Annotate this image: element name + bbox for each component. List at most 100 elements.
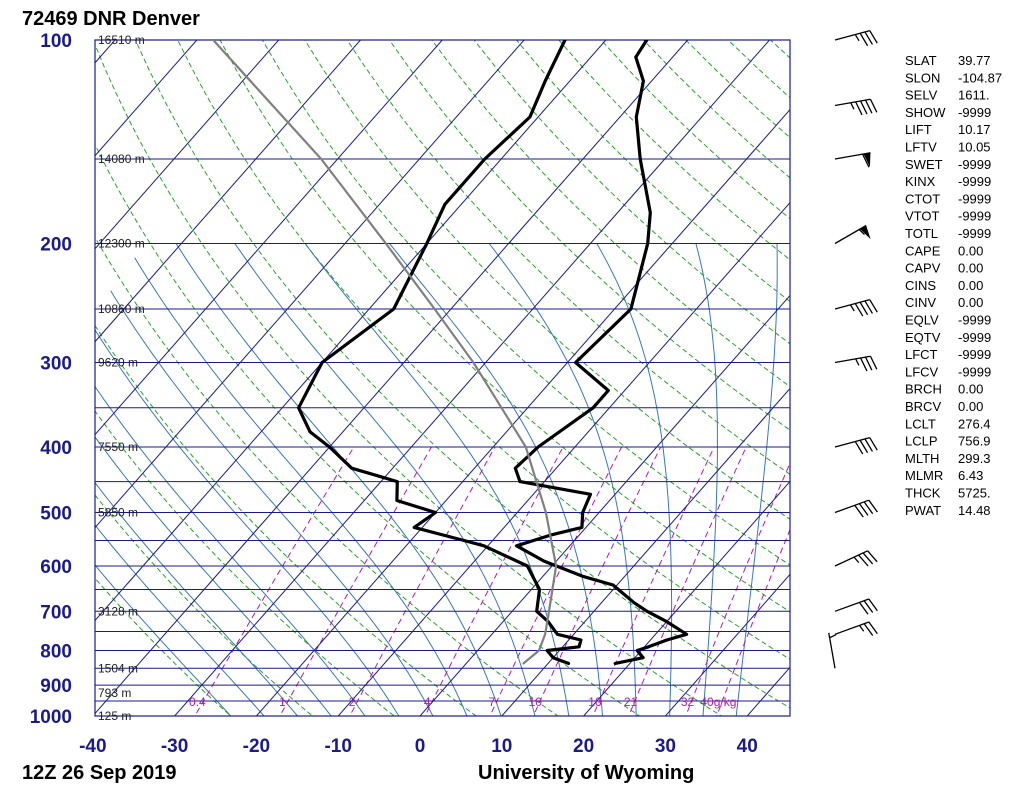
barb-full (863, 623, 874, 636)
pressure-tick-label: 700 (40, 602, 72, 623)
wind-barb (834, 598, 878, 615)
barb-full (869, 98, 878, 113)
barb-half (858, 625, 865, 632)
index-key: EQLV (905, 313, 939, 328)
pressure-axis: 100 200 300 400 500 600 700 800 900 1000 (30, 31, 72, 728)
mixing-ratio-line (349, 446, 496, 716)
plot-frame (94, 39, 791, 717)
index-key: TOTL (905, 226, 938, 241)
isotherm (95, 40, 525, 529)
height-label: 3128 m (98, 604, 138, 618)
temperature-tick-label: 40 (737, 736, 758, 757)
barb-full (854, 504, 864, 518)
pressure-tick-label: 1000 (30, 707, 72, 728)
barb-flag (863, 152, 871, 168)
barb-full (869, 355, 878, 370)
barb-half (829, 634, 837, 639)
mixing-ratio-labels: 0.4 1 2 4 7 10 16 21 32 40g/kg (189, 695, 736, 709)
barb-full (864, 99, 873, 114)
moist-adiabat (95, 436, 332, 716)
barb-full (859, 439, 869, 454)
index-value: -9999 (958, 191, 991, 206)
barb-full (858, 602, 869, 615)
wind-barb (834, 152, 871, 168)
index-key: LFTV (905, 140, 937, 155)
wind-barbs (828, 30, 878, 669)
source-label: University of Wyoming (478, 762, 694, 784)
dry-adiabat (134, 40, 790, 709)
index-key: SLON (905, 70, 940, 85)
isotherm (255, 108, 790, 716)
index-value: -9999 (958, 226, 991, 241)
mixing-ratio-label: 32 (681, 695, 695, 709)
dry-adiabat (95, 577, 232, 716)
barb-full (864, 300, 873, 314)
index-key: LIFT (905, 122, 932, 137)
barb-staff (834, 299, 870, 310)
height-label: 125 m (98, 709, 131, 723)
index-key: SWET (905, 157, 943, 172)
sounding-profiles (212, 40, 689, 665)
mixing-ratio-line (489, 446, 623, 716)
pressure-tick-label: 400 (40, 438, 72, 459)
barb-staff (834, 499, 870, 514)
isotherm (95, 40, 443, 436)
barb-flag (860, 225, 871, 240)
index-value: 0.00 (958, 295, 983, 310)
dry-adiabat (388, 40, 790, 431)
mixing-ratio-label: 21 (624, 695, 638, 709)
mixing-ratio-line (716, 528, 790, 716)
isotherm (95, 40, 689, 715)
index-key: CAPV (905, 261, 941, 276)
index-key: CINS (905, 278, 936, 293)
isotherm (95, 40, 362, 343)
mixing-ratio-label: 2 (349, 695, 356, 709)
barb-staff (834, 355, 871, 364)
index-key: CAPE (905, 243, 941, 258)
barb-full (859, 32, 869, 47)
barb-full (855, 101, 863, 116)
index-key: LCLT (905, 416, 936, 431)
pressure-tick-label: 800 (40, 642, 72, 663)
index-key: SELV (905, 88, 938, 103)
pressure-tick-label: 200 (40, 235, 72, 256)
index-key: BRCV (905, 399, 941, 414)
wind-barb (834, 98, 878, 116)
pressure-tick-label: 600 (40, 557, 72, 578)
dry-adiabat (558, 40, 790, 261)
moist-adiabat (234, 243, 536, 716)
height-label: 1504 m (98, 661, 138, 675)
mixing-ratio-line (628, 446, 747, 716)
date-label: 12Z 26 Sep 2019 (22, 762, 177, 784)
height-label: 14080 m (98, 152, 145, 166)
barb-full (863, 501, 874, 515)
index-value: 5725. (958, 486, 991, 501)
index-value: -9999 (958, 347, 991, 362)
barb-full (862, 552, 874, 565)
wind-barb (834, 299, 878, 317)
index-key: KINX (905, 174, 936, 189)
isotherm (95, 40, 607, 622)
index-key: CTOT (905, 191, 940, 206)
wind-barb (834, 621, 878, 636)
barb-half (853, 556, 860, 564)
barb-full (858, 554, 869, 567)
wind-barb (834, 499, 878, 518)
pressure-tick-label: 900 (40, 676, 72, 697)
moist-adiabat (95, 385, 366, 716)
isotherm (501, 387, 790, 716)
index-key: CINV (905, 295, 936, 310)
index-value: 1611. (958, 88, 990, 103)
isotherm (95, 40, 280, 250)
barb-half (854, 34, 860, 42)
isotherm (95, 40, 116, 64)
temperature-tick-label: -30 (161, 736, 188, 757)
index-value: -9999 (958, 105, 991, 120)
index-key: LFCV (905, 364, 939, 379)
barb-full (869, 299, 878, 313)
index-key: EQTV (905, 330, 941, 345)
moist-adiabat (110, 290, 434, 716)
dry-adiabat (516, 40, 790, 303)
isotherm (95, 40, 198, 157)
